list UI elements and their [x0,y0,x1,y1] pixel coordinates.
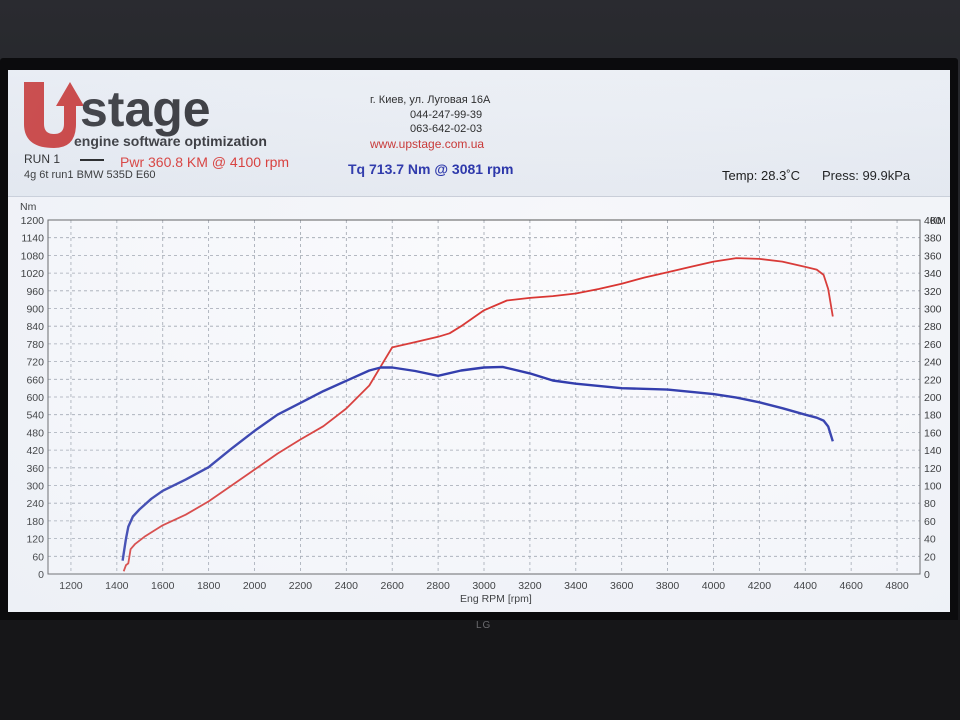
report-header: stage engine software optimization г. Ки… [8,70,950,197]
x-tick-label: 4000 [702,580,726,592]
x-tick-label: 1600 [151,580,175,592]
x-tick-label: 3000 [472,580,496,592]
peak-torque-text: Tq 713.7 Nm @ 3081 rpm [348,161,514,177]
y-right-tick-label: 340 [924,268,942,280]
x-tick-label: 4200 [748,580,772,592]
x-tick-label: 3200 [518,580,542,592]
y-right-tick-label: 40 [924,534,936,546]
y-left-tick-label: 600 [26,392,44,404]
website-link: www.upstage.com.ua [370,137,485,151]
y-right-tick-label: 80 [924,498,936,510]
y-right-tick-label: 100 [924,481,942,493]
y-left-tick-label: 300 [26,481,44,493]
brand-top-text: stage [80,81,211,137]
plot-frame [47,219,921,575]
y-right-tick-label: 0 [924,569,930,581]
pressure-text: Press: 99.9kPa [822,168,911,183]
y-left-tick-label: 1020 [21,268,45,280]
y-left-tick-label: 120 [26,534,44,546]
y-right-tick-label: 240 [924,357,942,369]
y-left-tick-label: 360 [26,463,44,475]
y-left-tick-label: 480 [26,427,44,439]
run-line-marker [80,159,104,161]
y-right-tick-label: 320 [924,286,942,298]
y-right-tick-label: 180 [924,410,942,422]
y-right-tick-label: 20 [924,551,936,563]
y-right-tick-label: 260 [924,339,942,351]
y-left-tick-label: 1080 [21,250,45,262]
x-axis-label: Eng RPM [rpm] [460,593,532,605]
dyno-chart: 1200 1400 1600 1800 2000 2200 2400 2600 2800 3000… [20,201,946,605]
x-tick-label: 3800 [656,580,680,592]
y-left-tick-label: 0 [38,569,44,581]
y-left-tick-label: 900 [26,304,44,316]
brand-sub-text: engine software optimization [74,133,267,149]
y-left-tick-label: 660 [26,374,44,386]
y-right-tick-label: 400 [924,215,942,227]
y-axis-right-label: KM [930,215,946,227]
x-tick-label: 2400 [335,580,359,592]
series [121,257,834,572]
x-tick-label: 2000 [243,580,267,592]
x-tick-label: 4400 [794,580,818,592]
y-right-tick-label: 140 [924,445,942,457]
temperature-text: Temp: 28.3˚C [722,168,801,183]
y-right-tick-label: 220 [924,374,942,386]
y-left-tick-label: 240 [26,498,44,510]
address-text: г. Киев, ул. Луговая 16А [370,94,491,106]
x-tick-label: 3400 [564,580,588,592]
vehicle-text: 4g 6t run1 BMW 535D E60 [24,169,156,181]
y-axis-left-label: Nm [20,201,37,213]
y-left-tick-label: 840 [26,321,44,333]
x-tick-label: 4800 [885,580,909,592]
y-right-tick-label: 380 [924,233,942,245]
x-tick-label: 1400 [105,580,129,592]
y-right-tick-label: 300 [924,304,942,316]
series-line-pwr [122,257,834,572]
x-tick-label: 3600 [610,580,634,592]
upstage-logo: stage engine software optimization [24,81,267,149]
x-tick-label: 2600 [381,580,405,592]
series-line-tq [121,365,834,561]
y-right-tick-label: 160 [924,427,942,439]
y-right-tick-label: 60 [924,516,936,528]
y-left-tick-label: 1140 [21,233,44,245]
y-right-tick-label: 360 [924,250,942,262]
y-right-tick-label: 120 [924,463,942,475]
x-tick-label: 1800 [197,580,221,592]
y-left-tick-label: 60 [32,551,44,563]
y-left-tick-label: 1200 [21,215,45,227]
axes: 1200 1400 1600 1800 2000 2200 2400 2600 2800 3000… [21,215,942,592]
monitor-stand-area [0,620,960,720]
y-left-tick-label: 780 [26,339,44,351]
y-left-tick-label: 180 [26,516,44,528]
monitor-brand: LG [476,620,492,631]
x-tick-label: 2800 [426,580,450,592]
x-tick-label: 1200 [59,580,83,592]
run-label: RUN 1 [24,152,61,166]
phone-2: 063-642-02-03 [410,123,483,135]
peak-power-text: Pwr 360.8 KM @ 4100 rpm [120,154,290,170]
y-right-tick-label: 280 [924,321,942,333]
y-left-tick-label: 960 [26,286,44,298]
y-left-tick-label: 540 [26,410,44,422]
y-right-tick-label: 200 [924,392,942,404]
y-left-tick-label: 420 [26,445,44,457]
x-tick-label: 4600 [839,580,863,592]
dyno-screen: stage engine software optimization г. Ки… [8,70,950,612]
grid [48,219,920,575]
x-tick-label: 2200 [289,580,313,592]
y-left-tick-label: 720 [26,357,44,369]
phone-1: 044-247-99-39 [410,109,483,121]
